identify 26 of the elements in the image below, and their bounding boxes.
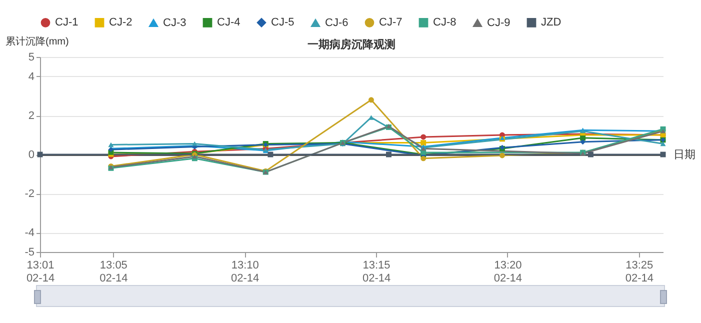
y-tick-label: -5 <box>24 246 34 258</box>
y-axis-title: 累计沉降(mm) <box>6 36 69 48</box>
legend-label: JZD <box>541 16 562 29</box>
x-tick-label: 13:01 02-14 <box>26 260 55 284</box>
legend-label: CJ-8 <box>433 16 456 29</box>
x-tick-label: 13:15 02-14 <box>362 260 391 284</box>
y-tick-label: -2 <box>24 188 34 200</box>
legend-label: CJ-1 <box>55 16 78 29</box>
legend-label: CJ-4 <box>217 16 240 29</box>
chart-title: 一期病房沉降观测 <box>308 38 396 51</box>
x-tick-label: 13:20 02-14 <box>494 260 522 284</box>
y-tick-label: 2 <box>28 110 34 122</box>
y-tick-label: 5 <box>28 52 34 64</box>
x-tick-label: 13:10 02-14 <box>231 260 260 284</box>
legend-label: CJ-3 <box>163 16 186 29</box>
y-tick-label: -4 <box>24 227 34 239</box>
x-tick-label: 13:05 02-14 <box>100 260 128 284</box>
legend-label: CJ-6 <box>325 16 348 29</box>
legend-label: CJ-9 <box>487 16 510 29</box>
legend-label: CJ-2 <box>109 16 132 29</box>
y-tick-label: 4 <box>28 71 34 83</box>
legend-label: CJ-7 <box>379 16 402 29</box>
y-tick-label: 0 <box>28 149 34 161</box>
x-tick-label: 13:25 02-14 <box>625 260 654 284</box>
x-axis-title: 日期 <box>674 149 696 161</box>
legend-label: CJ-5 <box>271 16 294 29</box>
